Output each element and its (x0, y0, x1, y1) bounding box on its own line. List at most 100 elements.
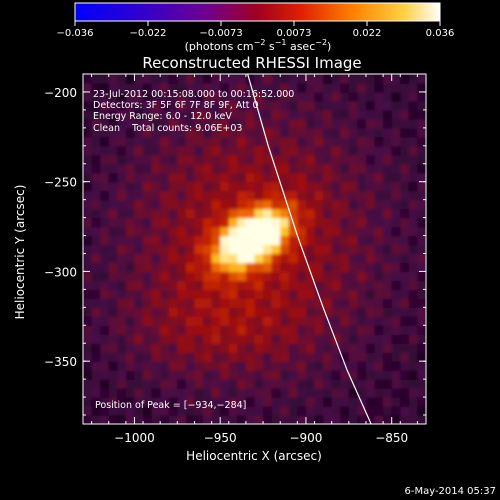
heatmap-cell (357, 199, 367, 210)
heatmap-cell (374, 253, 384, 264)
heatmap-cell (417, 83, 426, 93)
heatmap-cell (288, 397, 298, 407)
heatmap-cell (91, 190, 101, 201)
heatmap-cell (331, 298, 341, 308)
heatmap-cell (194, 370, 204, 380)
heatmap-cell (143, 415, 153, 424)
heatmap-cell (288, 145, 298, 156)
heatmap-cell (408, 370, 418, 380)
heatmap-cell (100, 217, 110, 228)
heatmap-cell (108, 145, 118, 156)
heatmap-cell (314, 262, 324, 273)
heatmap-cell (348, 127, 358, 138)
heatmap-cell (391, 235, 401, 246)
heatmap-cell (185, 262, 196, 273)
heatmap-cell (168, 163, 178, 174)
heatmap-cell (271, 235, 281, 246)
heatmap-cell (160, 208, 170, 219)
heatmap-cell (228, 199, 238, 210)
heatmap-cell (245, 397, 256, 407)
heatmap-cell (91, 343, 101, 353)
heatmap-cell (211, 154, 221, 165)
heatmap-cell (348, 361, 358, 371)
heatmap-cell (91, 163, 101, 174)
heatmap-cell (374, 271, 384, 281)
heatmap-cell (211, 361, 221, 371)
heatmap-cell (357, 163, 367, 174)
heatmap-cell (348, 415, 358, 424)
heatmap-cell (263, 406, 273, 416)
heatmap-cell (331, 163, 341, 174)
heatmap-cell (288, 352, 298, 362)
heatmap-cell (374, 307, 384, 317)
heatmap-cell (160, 289, 170, 299)
heatmap-cell (306, 280, 316, 290)
heatmap-cell (203, 244, 213, 255)
heatmap-cell (91, 172, 101, 183)
heatmap-cell (134, 136, 144, 147)
heatmap-cell (417, 325, 426, 335)
heatmap-cell (151, 388, 161, 398)
heatmap-cell (168, 109, 178, 120)
heatmap-cell (263, 208, 273, 219)
heatmap-cell (117, 145, 127, 156)
heatmap-cell (108, 406, 118, 416)
heatmap-cell (263, 361, 273, 371)
heatmap-cell (331, 154, 341, 165)
heatmap-cell (374, 217, 384, 228)
heatmap-cell (125, 74, 136, 84)
heatmap-cell (306, 74, 316, 84)
heatmap-cell (220, 181, 230, 192)
heatmap-cell (391, 334, 401, 344)
heatmap-cell (228, 181, 238, 192)
heatmap-cell (117, 415, 127, 424)
heatmap-cell (100, 109, 110, 120)
heatmap-cell (117, 298, 127, 308)
heatmap-cell (366, 226, 376, 237)
heatmap-cell (134, 83, 144, 93)
heatmap-cell (306, 352, 316, 362)
heatmap-cell (400, 163, 410, 174)
heatmap-cell (263, 118, 273, 129)
heatmap-cell (383, 253, 393, 264)
heatmap-cell (297, 361, 307, 371)
heatmap-cell (391, 83, 401, 93)
heatmap-cell (280, 325, 290, 335)
heatmap-cell (288, 154, 298, 165)
heatmap-cell (168, 379, 178, 389)
heatmap-cell (374, 74, 384, 84)
heatmap-cell (211, 199, 221, 210)
heatmap-cell (348, 388, 358, 398)
heatmap-cell (306, 406, 316, 416)
heatmap-cell (408, 91, 418, 102)
heatmap-cell (108, 361, 118, 371)
heatmap-cell (348, 181, 358, 192)
heatmap-cell (125, 217, 136, 228)
heatmap-cell (125, 415, 136, 424)
heatmap-cell (391, 379, 401, 389)
heatmap-cell (314, 74, 324, 84)
heatmap-cell (288, 271, 298, 281)
heatmap-cell (254, 190, 264, 201)
heatmap-cell (331, 334, 341, 344)
heatmap-cell (391, 388, 401, 398)
heatmap-cell (366, 361, 376, 371)
heatmap-cell (271, 199, 281, 210)
colorbar-tick-label: −0.022 (129, 28, 166, 39)
heatmap-cell (306, 163, 316, 174)
heatmap-cell (237, 190, 247, 201)
peak-position-label: Position of Peak = [−934,−284] (95, 400, 246, 411)
heatmap-cell (125, 379, 136, 389)
heatmap-cell (383, 271, 393, 281)
heatmap-cell (228, 388, 238, 398)
heatmap-cell (340, 379, 350, 389)
heatmap-cell (203, 280, 213, 290)
heatmap-cell (280, 172, 290, 183)
heatmap-cell (203, 109, 213, 120)
heatmap-cell (177, 127, 187, 138)
heatmap-cell (357, 352, 367, 362)
heatmap-cell (366, 83, 376, 93)
heatmap-cell (108, 289, 118, 299)
heatmap-cell (254, 208, 264, 219)
heatmap-cell (177, 190, 187, 201)
